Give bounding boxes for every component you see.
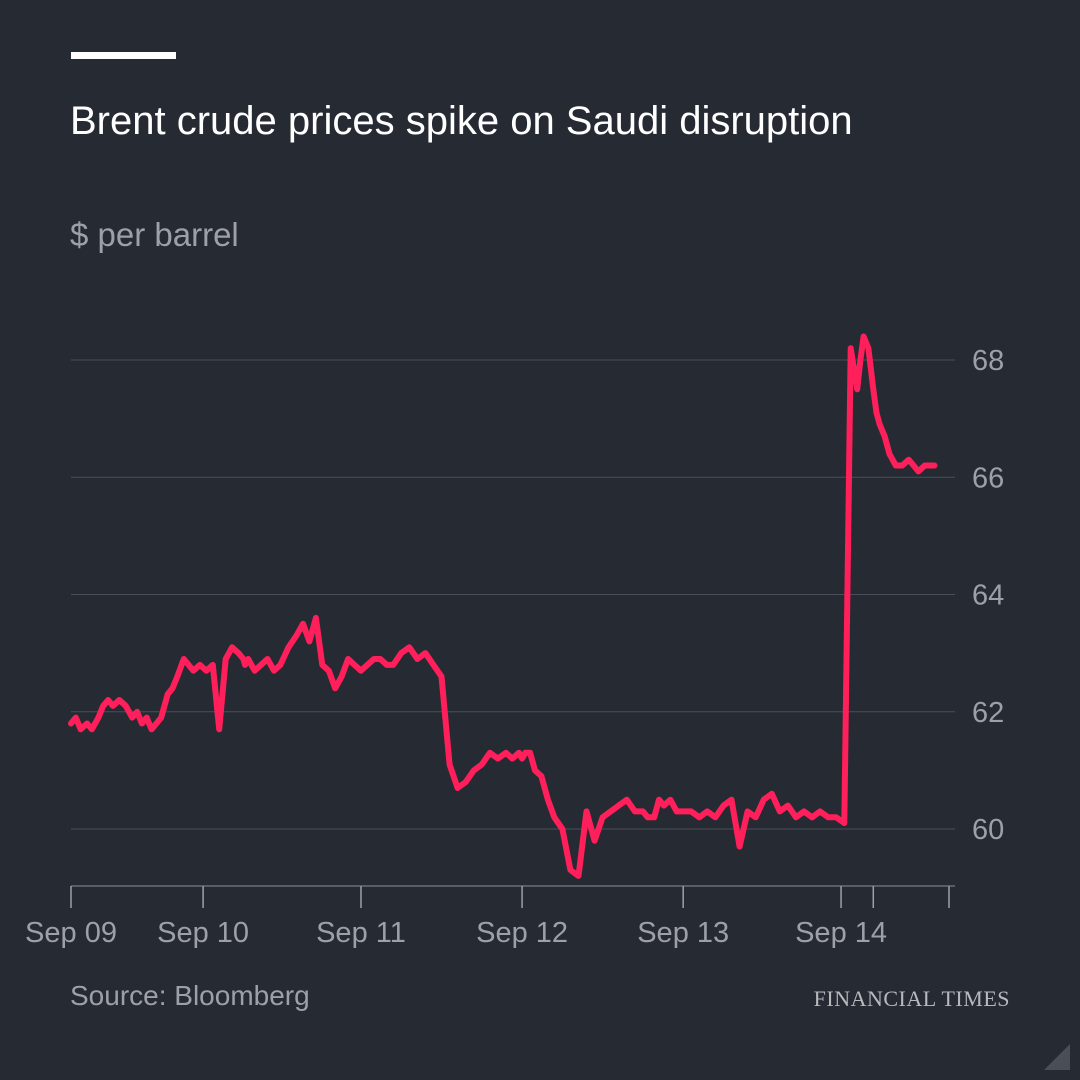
- chart-title: Brent crude prices spike on Saudi disrup…: [70, 99, 853, 143]
- x-tick-label: Sep 12: [476, 917, 568, 949]
- y-tick-label: 60: [972, 814, 1004, 846]
- x-axis: Sep 09 Sep 10 Sep 11 Sep 12 Sep 13 Sep 14: [25, 885, 955, 949]
- y-tick-label: 68: [972, 345, 1004, 377]
- gridlines: [71, 359, 955, 830]
- x-tick-label: Sep 09: [25, 917, 117, 949]
- x-tick-label: Sep 10: [157, 917, 249, 949]
- series-line-brent: [68, 333, 938, 879]
- x-tick-label: Sep 14: [795, 917, 887, 949]
- x-tick-label: Sep 11: [316, 917, 406, 949]
- title-accent-rule: [71, 52, 176, 59]
- source-note: Source: Bloomberg: [70, 980, 310, 1011]
- series-layer: [68, 333, 938, 879]
- x-tick-label: Sep 13: [637, 917, 729, 949]
- y-tick-label: 64: [972, 580, 1004, 612]
- chart-subtitle: $ per barrel: [70, 216, 239, 253]
- y-tick-label: 62: [972, 697, 1004, 729]
- corner-resize-icon: [1044, 1044, 1070, 1070]
- brand-logo: FINANCIAL TIMES: [813, 986, 1010, 1011]
- y-axis: 60 62 64 66 68: [972, 345, 1004, 846]
- y-tick-label: 66: [972, 462, 1004, 494]
